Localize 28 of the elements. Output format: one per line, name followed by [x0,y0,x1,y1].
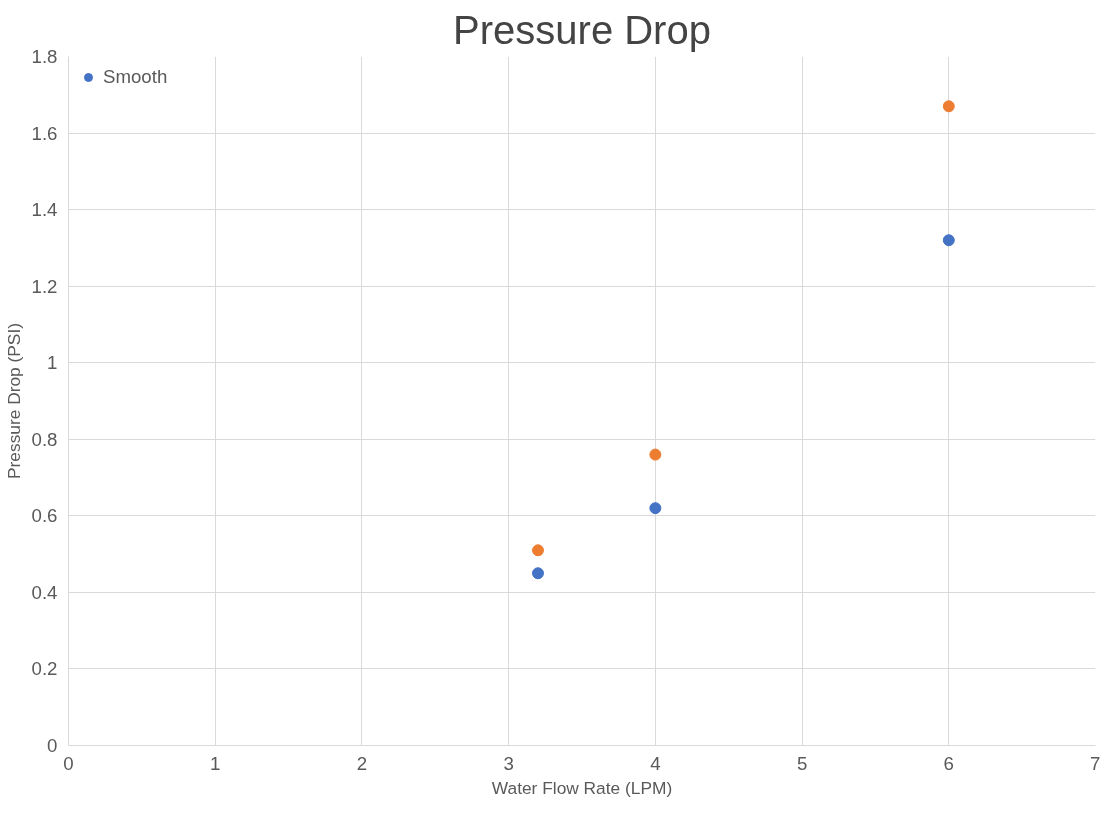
y-tick-label: 0.6 [31,505,58,527]
y-tick-label: 0.4 [31,581,58,603]
point [942,234,955,247]
y-tick-label: 0.2 [31,658,58,680]
x-tick-label: 5 [796,752,808,774]
x-axis-title: Water Flow Rate (LPM) [491,777,673,798]
y-tick-label: 1.6 [31,122,58,144]
point [531,544,544,557]
y-tick-label: 1.4 [31,199,58,221]
x-tick-label: 2 [356,752,368,774]
y-axis-title: Pressure Drop (PSI) [3,323,24,479]
x-tick-label: 1 [210,752,221,774]
x-tick-label: 6 [943,752,954,774]
x-tick-label: 4 [650,752,661,774]
y-tick-label: 0.8 [31,428,58,450]
x-tick-label: 7 [1090,752,1101,774]
point [649,502,662,515]
x-tick-label: 0 [63,752,74,774]
legend-label: Smooth [103,66,168,88]
chart-title: Pressure Drop [453,7,711,52]
point [942,100,955,113]
point [649,448,662,461]
y-tick-label: 0 [47,735,58,756]
y-tick-label: 1 [47,352,58,374]
y-tick-label: 1.2 [31,275,58,297]
x-tick-label: 3 [503,752,514,774]
point [531,567,544,580]
y-tick-label: 1.8 [31,46,58,67]
